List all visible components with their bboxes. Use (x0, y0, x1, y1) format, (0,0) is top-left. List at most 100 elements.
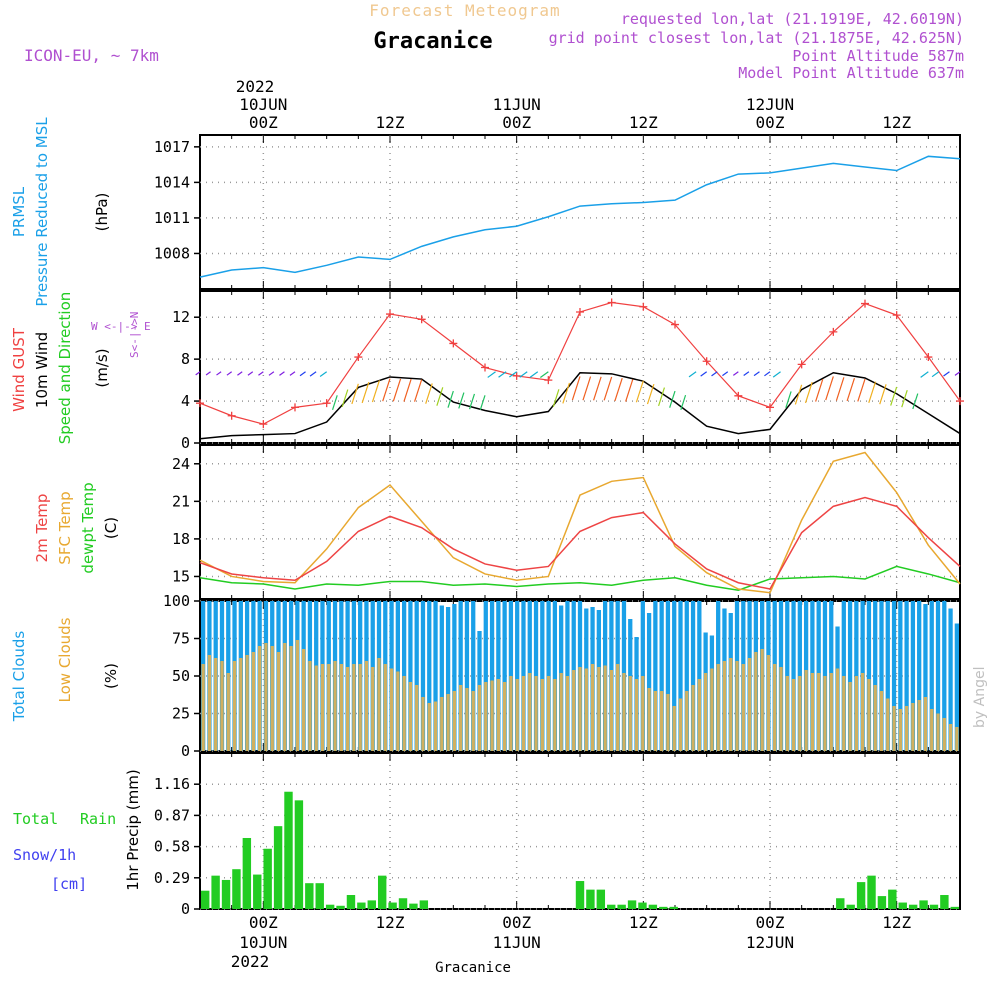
low-clouds-bar (898, 709, 902, 751)
total-clouds-bar (954, 623, 959, 751)
precip-ytick-label: 0 (181, 900, 190, 918)
top-time-label: 12Z (376, 113, 405, 132)
total-clouds-bar (684, 601, 689, 751)
precip-bar (648, 904, 658, 909)
wind-direction-arrow (351, 383, 359, 405)
low-clouds-bar (440, 697, 444, 751)
gust-marker (576, 307, 584, 316)
pressure-panel-frame (199, 134, 961, 290)
low-clouds-bar (333, 661, 337, 751)
gust-marker (291, 403, 299, 412)
wind-direction-arrow (680, 394, 687, 410)
low-clouds-bar (773, 664, 777, 751)
total-clouds-bar (791, 601, 796, 751)
low-clouds-bar (446, 694, 450, 751)
wind-direction-arrow (635, 380, 644, 403)
low-clouds-bar (923, 697, 928, 751)
wind-direction-arrow (890, 386, 898, 406)
wind-direction-arrow (614, 377, 623, 402)
low-clouds-bar (660, 691, 664, 751)
wind-direction-arrow (912, 393, 919, 410)
clouds-ytick-label: 75 (172, 630, 190, 648)
sfc-temp-line (199, 451, 961, 594)
precip-bar (211, 875, 220, 909)
low-clouds-bar (741, 664, 745, 751)
precip-bar (607, 904, 616, 909)
low-clouds-bar (666, 694, 670, 751)
precip-bar (273, 826, 283, 909)
total-clouds-bar (910, 601, 916, 751)
total-clouds-bar (690, 601, 696, 751)
total-clouds-bar (659, 601, 664, 751)
low-clouds-bar (509, 676, 513, 751)
2m-temp-line (199, 496, 961, 590)
precip-bar (253, 874, 262, 909)
low-clouds-bar (760, 649, 764, 751)
low-clouds-bar (320, 664, 325, 751)
dewpt-temp-label: dewpt Temp (79, 482, 97, 573)
precip-bar (908, 904, 918, 909)
wind-direction-arrow (753, 371, 760, 377)
total-clouds-bar (942, 601, 947, 751)
low-clouds-bar (452, 691, 457, 751)
precip-bar (940, 895, 949, 909)
low-clouds-bar (553, 679, 557, 751)
precip-bar (284, 791, 293, 909)
low-clouds-bar (854, 676, 859, 751)
wind-10m-line (199, 371, 961, 440)
low-clouds-bar (301, 649, 306, 751)
clouds-ytick-label: 25 (172, 705, 190, 723)
wind-direction-arrow (700, 371, 708, 377)
precip-bar (856, 882, 866, 909)
wind-direction-arrow (794, 384, 803, 405)
wind-direction-arrow (413, 379, 423, 402)
low-clouds-bar (892, 706, 896, 751)
low-clouds-bar (691, 685, 695, 751)
precip-bar (836, 898, 845, 909)
bottom-time-label: 12Z (882, 913, 911, 932)
low-clouds-bar (955, 727, 959, 751)
top-time-label: 00Z (756, 113, 785, 132)
low-clouds-bar (766, 655, 771, 751)
total-clouds-bar (917, 601, 922, 751)
total-clouds-bar (646, 613, 652, 751)
low-clouds-bar (408, 682, 413, 751)
gust-marker (639, 302, 648, 311)
precip-bar (867, 875, 876, 909)
low-clouds-bar (842, 676, 846, 751)
snow-unit-label: [cm] (51, 875, 87, 893)
low-clouds-bar (798, 676, 802, 751)
precip-bar (596, 889, 606, 909)
low-clouds-bar (697, 679, 701, 751)
wind-direction-arrow (920, 371, 929, 378)
total-clouds-bar (515, 601, 520, 751)
gust-marker (861, 299, 869, 308)
pressure-line (199, 155, 961, 278)
total-clouds-bar (665, 601, 671, 751)
plot-layer (195, 155, 964, 909)
requested-coords: requested lon,lat (21.1919E, 42.6019N) (621, 10, 964, 28)
wind-direction-arrow (931, 371, 940, 378)
compass-west-east: W <-|-> E (91, 320, 151, 333)
low-clouds-bar (358, 664, 362, 751)
wind-direction-arrow (447, 390, 454, 408)
low-clouds-bar (747, 658, 752, 751)
pressure-ytick-label: 1008 (154, 244, 190, 262)
wind-direction-arrow (603, 376, 613, 401)
gust-marker (227, 411, 236, 420)
low-clouds-bar (245, 655, 249, 751)
total-clouds-bar (552, 601, 558, 751)
low-clouds-bar (258, 646, 262, 751)
wind-direction-arrow (458, 392, 465, 409)
wind-direction-arrow (341, 389, 349, 408)
wind-direction-arrow (425, 383, 433, 404)
low-clouds-bar (942, 718, 946, 751)
precip-bar (315, 883, 324, 909)
precip-ytick-label: 1.16 (154, 775, 190, 793)
wind-direction-arrow (509, 371, 518, 378)
low-clouds-bar (232, 661, 237, 751)
wind-direction-arrow (552, 389, 560, 407)
low-clouds-bar (327, 664, 331, 751)
wind-direction-arrow (403, 379, 412, 402)
